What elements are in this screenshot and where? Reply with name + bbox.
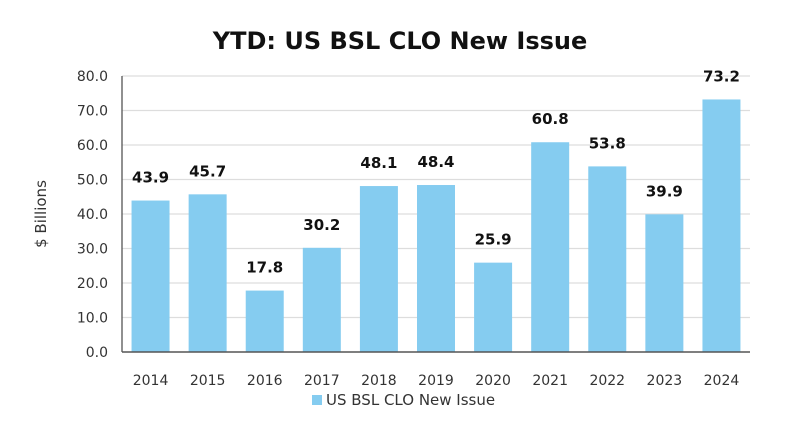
x-tick-label: 2023 (647, 373, 683, 389)
legend: US BSL CLO New Issue (312, 391, 495, 409)
x-tick-label: 2024 (704, 373, 740, 389)
legend-label: US BSL CLO New Issue (326, 391, 495, 409)
bar-2023 (645, 214, 684, 352)
y-tick-label: 30.0 (77, 242, 108, 258)
x-tick-label: 2020 (475, 373, 511, 389)
data-label-2017: 30.2 (303, 216, 340, 234)
data-label-2023: 39.9 (646, 182, 683, 200)
data-label-2020: 25.9 (475, 231, 512, 249)
bar-2016 (245, 290, 284, 352)
bars (131, 99, 741, 353)
data-labels: 43.9 45.7 17.8 30.2 48.1 48.4 25.9 60.8 53.8 39.9… (132, 67, 740, 276)
bar-2015 (188, 194, 227, 352)
bar-2014 (131, 200, 170, 352)
x-axis-ticks: 2014 2015 2016 2017 2018 2019 2020 2021 2022 2023… (133, 373, 740, 389)
x-tick-label: 2021 (532, 373, 568, 389)
bar-2024 (702, 99, 741, 353)
x-tick-label: 2015 (190, 373, 226, 389)
y-axis-label: $ Billions (32, 180, 50, 248)
x-tick-label: 2017 (304, 373, 340, 389)
data-label-2016: 17.8 (246, 259, 283, 277)
y-tick-label: 60.0 (77, 138, 108, 154)
bar-2018 (359, 186, 398, 352)
x-tick-label: 2018 (361, 373, 397, 389)
bar-2020 (474, 262, 513, 352)
x-tick-label: 2016 (247, 373, 283, 389)
y-tick-label: 0.0 (86, 345, 108, 361)
data-label-2015: 45.7 (189, 162, 226, 180)
data-label-2019: 48.4 (417, 153, 454, 171)
y-tick-label: 70.0 (77, 104, 108, 120)
y-tick-label: 80.0 (77, 69, 108, 85)
data-label-2021: 60.8 (532, 110, 569, 128)
y-tick-label: 50.0 (77, 173, 108, 189)
bar-2017 (302, 247, 341, 352)
y-tick-label: 20.0 (77, 276, 108, 292)
data-label-2018: 48.1 (360, 154, 397, 172)
x-tick-label: 2014 (133, 373, 169, 389)
chart-title: YTD: US BSL CLO New Issue (212, 27, 588, 55)
legend-swatch (312, 395, 322, 405)
x-tick-label: 2019 (418, 373, 454, 389)
bar-2019 (417, 185, 455, 352)
bar-2021 (531, 142, 570, 352)
x-tick-label: 2022 (589, 373, 625, 389)
y-tick-label: 40.0 (77, 207, 108, 223)
y-tick-label: 10.0 (77, 311, 108, 327)
data-label-2024: 73.2 (703, 67, 740, 85)
data-label-2014: 43.9 (132, 169, 169, 187)
bar-2022 (588, 166, 627, 352)
data-label-2022: 53.8 (589, 134, 626, 152)
y-axis-ticks: 0.0 10.0 20.0 30.0 40.0 50.0 60.0 70.0 80.0 (77, 69, 108, 361)
